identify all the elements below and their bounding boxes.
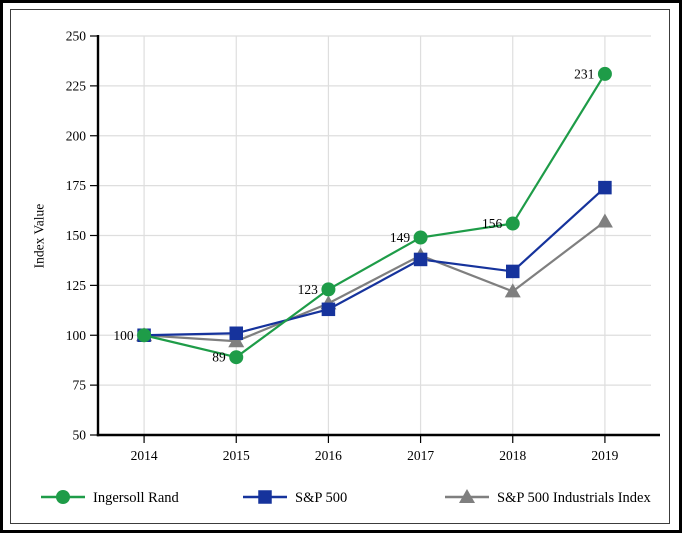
y-tick-label: 175	[66, 178, 87, 193]
x-tick-label: 2019	[591, 448, 618, 463]
legend: Ingersoll Rand S&P 500 S&P 500 Industrials…	[41, 489, 651, 506]
y-tick-label: 75	[73, 378, 87, 393]
point-label: 100	[113, 328, 134, 343]
data-point	[137, 328, 152, 343]
gridlines	[98, 35, 651, 435]
point-label: 156	[482, 216, 503, 231]
y-tick-label: 200	[66, 128, 87, 143]
axis-ticks	[90, 35, 606, 443]
series-markers	[136, 66, 613, 365]
data-point	[413, 252, 428, 267]
data-point	[598, 180, 612, 195]
point-label: 89	[212, 350, 226, 365]
y-tick-label: 50	[73, 428, 87, 443]
legend-label: S&P 500	[295, 490, 347, 506]
data-point	[597, 66, 612, 81]
y-tick-label: 225	[66, 78, 87, 93]
legend-marker-circle	[56, 490, 70, 504]
x-tick-label: 2014	[131, 448, 158, 463]
point-label: 149	[390, 230, 411, 245]
x-tick-label: 2018	[499, 448, 526, 463]
series-line	[144, 186, 606, 337]
x-tick-label: 2017	[407, 448, 434, 463]
data-point	[413, 230, 428, 245]
data-point	[504, 283, 521, 298]
data-point	[506, 264, 520, 279]
data-point	[229, 350, 244, 365]
y-axis-title: Index Value	[32, 204, 47, 269]
x-tick-label: 2015	[223, 448, 250, 463]
data-point	[321, 282, 336, 297]
series-lines	[143, 73, 606, 359]
data-point	[596, 213, 613, 228]
series-line	[144, 220, 606, 343]
point-label: 123	[298, 282, 319, 297]
axes	[96, 35, 660, 437]
y-tick-label: 100	[66, 328, 87, 343]
legend-marker-square	[258, 490, 272, 504]
x-tick-label: 2016	[315, 448, 342, 463]
point-label: 231	[574, 66, 594, 81]
legend-marker-triangle	[459, 489, 475, 503]
axis-tick-labels: 50 75 100 125 150 175 200 225 250 2014 2015 2016 201…	[66, 29, 619, 464]
data-point	[229, 326, 243, 341]
data-point	[321, 302, 336, 317]
legend-label: Ingersoll Rand	[93, 490, 180, 506]
series-line	[143, 73, 606, 359]
data-point	[228, 333, 245, 348]
data-point	[505, 216, 520, 231]
y-tick-label: 150	[66, 228, 87, 243]
y-tick-label: 250	[66, 29, 87, 44]
legend-label: S&P 500 Industrials Index	[497, 490, 651, 506]
line-chart: 50 75 100 125 150 175 200 225 250 2014 2015 2016 201…	[32, 29, 660, 506]
y-tick-label: 125	[66, 278, 87, 293]
data-point-labels: 100 89 123 149 156 231	[113, 66, 594, 364]
